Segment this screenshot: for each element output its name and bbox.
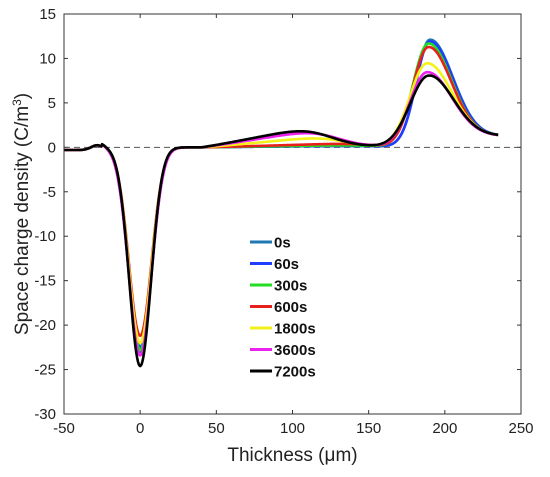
y-tick-label: -25	[34, 362, 56, 379]
legend-label-0s: 0s	[274, 235, 291, 252]
x-axis-title: Thickness (μm)	[227, 445, 357, 466]
x-tick-label: -50	[53, 420, 75, 437]
y-tick-label: 0	[48, 139, 56, 156]
y-tick-label: 5	[48, 95, 56, 112]
x-tick-label: 100	[280, 420, 305, 437]
x-tick-label: 50	[208, 420, 225, 437]
legend-label-3600s: 3600s	[274, 342, 316, 359]
y-tick-label: 15	[39, 6, 56, 23]
legend-label-7200s: 7200s	[274, 364, 316, 381]
y-axis-title-main: Space charge density (C/m	[12, 106, 33, 335]
y-tick-label: -10	[34, 228, 56, 245]
y-tick-label: -5	[43, 184, 56, 201]
series-line-7200s	[63, 74, 499, 368]
y-tick-label: -30	[34, 406, 56, 423]
y-tick-label: -20	[34, 317, 56, 334]
legend-label-600s: 600s	[274, 299, 307, 316]
x-tick-label: 200	[432, 420, 457, 437]
y-tick-label: -15	[34, 273, 56, 290]
legend-label-300s: 300s	[274, 278, 307, 295]
x-tick-label: 150	[356, 420, 381, 437]
series-line-1800s	[63, 62, 499, 345]
y-axis-title-end: )	[12, 93, 33, 99]
y-axis-title: Space charge density (C/m3)	[10, 93, 33, 335]
axis-tick-labels: -50 0 50 100 150 200 250-30-25-20-15-10-505101…	[34, 6, 533, 437]
x-tick-label: 250	[508, 420, 533, 437]
legend-label-1800s: 1800s	[274, 321, 316, 338]
y-axis-title-superscript: 3	[10, 99, 24, 106]
plot-area-frame	[63, 13, 522, 415]
x-tick-label: 0	[136, 420, 144, 437]
y-tick-label: 10	[39, 50, 56, 67]
legend: 0s 60s 300s 600s 1800s 3600s 7200s	[250, 235, 316, 381]
series-lines	[63, 38, 499, 368]
legend-label-60s: 60s	[274, 256, 299, 273]
